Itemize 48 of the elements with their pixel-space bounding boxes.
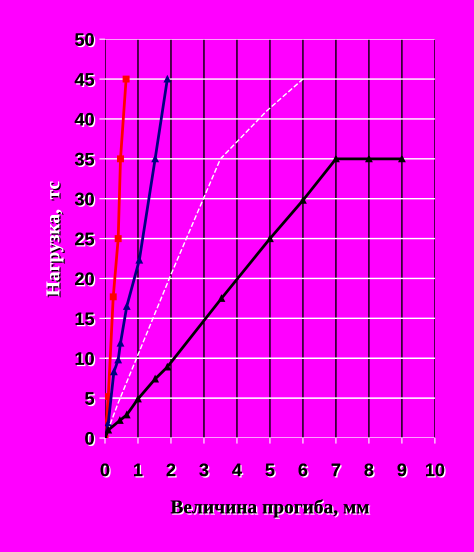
point: [117, 340, 124, 347]
y-tick-label: 30: [74, 192, 96, 207]
x-tick-label: 10: [426, 463, 446, 478]
y-tick-label: 40: [74, 112, 96, 128]
point: [122, 76, 130, 83]
x-tick-label: 3: [199, 463, 210, 478]
y-tick-label: 15: [76, 312, 96, 326]
point: [110, 368, 118, 376]
x-tick-label: 6: [298, 463, 309, 478]
point: [110, 293, 117, 300]
point: [116, 416, 124, 424]
point: [398, 155, 406, 162]
point: [164, 364, 171, 370]
y-tick-label: 5: [85, 392, 96, 406]
point: [218, 294, 225, 302]
y-tick-label: 45: [74, 73, 96, 88]
x-tick-label: 8: [364, 463, 375, 478]
point: [365, 155, 372, 162]
y-tick-label: 10: [76, 352, 96, 366]
x-axis-title: Величина прогиба, мм: [170, 499, 370, 519]
y-tick-label: 0: [85, 432, 96, 446]
point: [152, 155, 159, 162]
x-tick-label: 4: [232, 464, 244, 478]
point: [114, 235, 122, 242]
point: [104, 426, 112, 434]
point: [299, 196, 306, 204]
point: [123, 302, 130, 310]
point: [114, 356, 122, 364]
point: [134, 395, 142, 402]
point: [123, 411, 130, 418]
y-tick-label: 50: [75, 33, 96, 48]
y-axis-title: Нагрузка, тс: [46, 181, 65, 298]
point: [266, 235, 274, 242]
x-tick-label: 9: [398, 463, 408, 478]
point: [152, 376, 159, 382]
point: [332, 155, 340, 162]
y-tick-label: 20: [75, 272, 96, 287]
x-tick-label: 1: [134, 464, 144, 478]
point: [136, 256, 143, 264]
x-tick-label: 5: [265, 464, 276, 478]
x-tick-label: 2: [166, 463, 177, 478]
x-tick-label: 7: [332, 464, 342, 478]
x-tick-label: 0: [100, 463, 111, 478]
y-tick-label: 25: [75, 232, 96, 247]
point: [117, 155, 124, 162]
point: [104, 419, 112, 426]
point: [164, 76, 171, 83]
y-tick-label: 35: [74, 152, 96, 167]
